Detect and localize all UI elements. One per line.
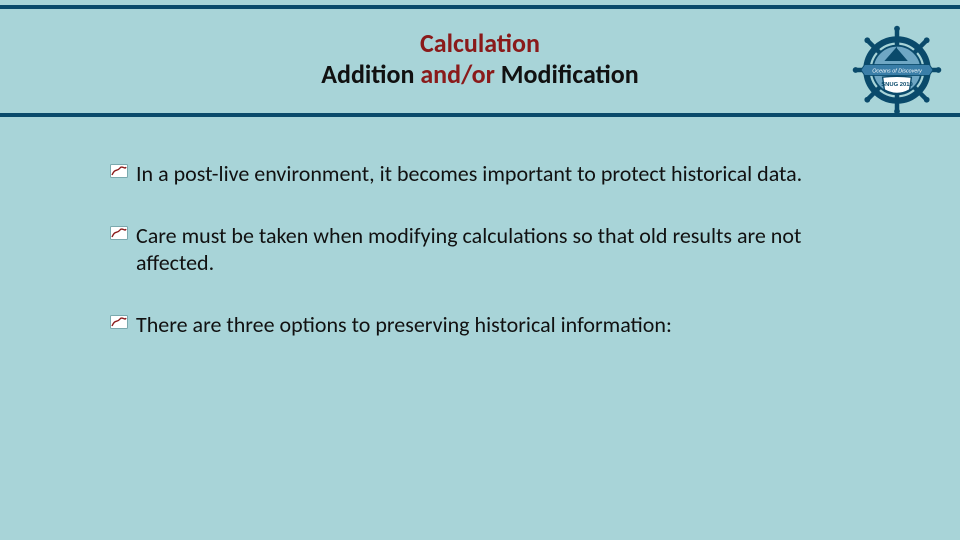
list-item: In a post-live environment, it becomes i… <box>110 160 850 188</box>
bullet-text: There are three options to preserving hi… <box>136 311 672 338</box>
list-item: Care must be taken when modifying calcul… <box>110 222 850 277</box>
content-area: In a post-live environment, it becomes i… <box>110 160 850 372</box>
logo-badge-text: SNUG 2019 <box>881 82 913 88</box>
title-line2-pre: Addition <box>321 58 420 90</box>
header-rule-bottom <box>0 113 960 117</box>
bullet-text: In a post-live environment, it becomes i… <box>136 160 802 187</box>
title-line2-post: Modification <box>495 58 639 90</box>
ship-wheel-icon: Oceans of Discovery SNUG 2019 <box>852 25 942 115</box>
slide: Calculation Addition and/or Modification <box>0 0 960 540</box>
title-line-1: Calculation <box>321 28 638 59</box>
list-item: There are three options to preserving hi… <box>110 311 850 339</box>
bullet-icon <box>110 162 128 180</box>
title-line2-emph: and/or <box>420 58 495 90</box>
logo-banner-text: Oceans of Discovery <box>872 68 922 74</box>
bullet-icon <box>110 313 128 331</box>
header-band: Calculation Addition and/or Modification <box>0 9 960 109</box>
event-logo: Oceans of Discovery SNUG 2019 <box>852 25 942 115</box>
bullet-icon <box>110 224 128 242</box>
title-line-2: Addition and/or Modification <box>321 59 638 90</box>
bullet-text: Care must be taken when modifying calcul… <box>136 222 801 277</box>
title-line1-emph: Calculation <box>420 27 540 59</box>
slide-title: Calculation Addition and/or Modification <box>321 28 638 90</box>
